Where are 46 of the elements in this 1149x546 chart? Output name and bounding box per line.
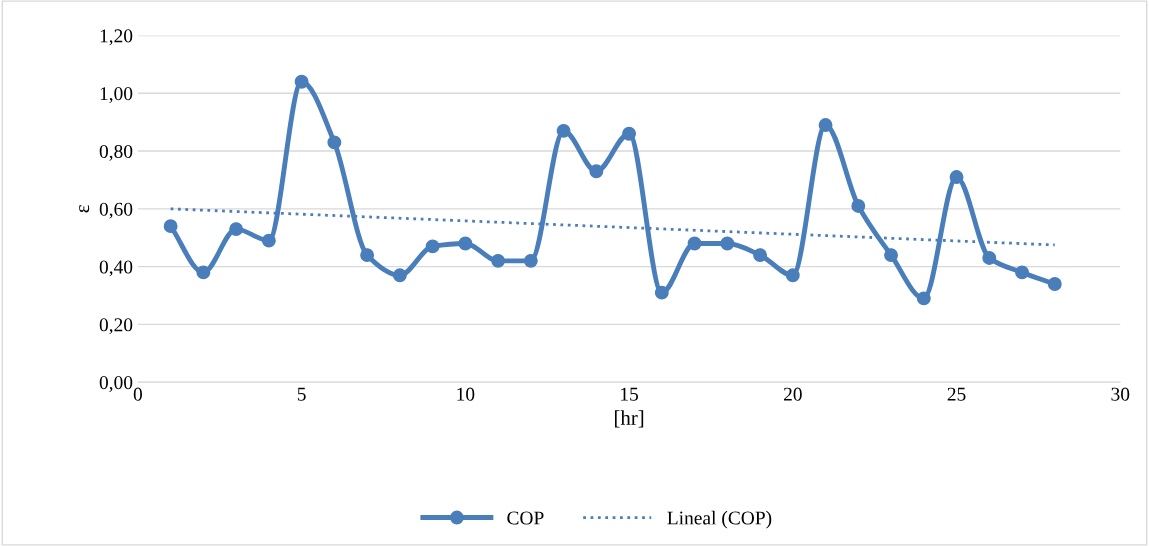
y-tick-label: 0,60: [99, 202, 133, 219]
point: [916, 291, 931, 306]
point: [261, 233, 276, 248]
point: [556, 123, 571, 138]
point: [294, 74, 309, 89]
y-tick-label: 0,40: [99, 260, 133, 277]
point: [229, 222, 244, 237]
point: [360, 248, 375, 263]
point: [523, 253, 538, 268]
point: [654, 285, 669, 300]
point: [851, 199, 866, 213]
point: [818, 118, 833, 133]
x-tick-label: 20: [783, 387, 802, 401]
y-tick-label: 1,20: [100, 29, 133, 46]
y-tick-label: 0,80: [99, 144, 133, 161]
point: [163, 219, 178, 234]
x-tick-label: 0: [133, 387, 142, 401]
y-tick-label: 0,20: [99, 318, 133, 335]
x-tick-label: 15: [621, 387, 639, 401]
x-axis-title: [hr]: [615, 410, 644, 428]
point: [753, 248, 768, 263]
point: [884, 248, 898, 263]
x-tick-label: 30: [1111, 387, 1130, 401]
y-axis-title: ε: [79, 205, 90, 213]
point: [949, 170, 964, 185]
x-tick-label: 10: [457, 387, 475, 401]
point: [687, 236, 702, 251]
point: [1015, 265, 1029, 280]
point: [622, 126, 637, 141]
y-tick-label: 1,00: [100, 87, 133, 104]
legend-label: COP: [507, 511, 544, 525]
y-tick-label: 0,00: [99, 376, 133, 392]
point: [785, 268, 800, 283]
point: [327, 135, 342, 150]
x-tick-label: 5: [297, 387, 306, 401]
point: [589, 164, 604, 179]
x-tick-label: 25: [947, 387, 966, 401]
point: [392, 268, 407, 283]
point: [720, 236, 735, 251]
point: [425, 239, 440, 254]
point: [1047, 277, 1062, 291]
point: [196, 265, 211, 280]
point: [491, 253, 506, 268]
point: [982, 251, 997, 265]
legend-label: Lineal (COP): [667, 510, 772, 529]
point: [458, 236, 473, 251]
